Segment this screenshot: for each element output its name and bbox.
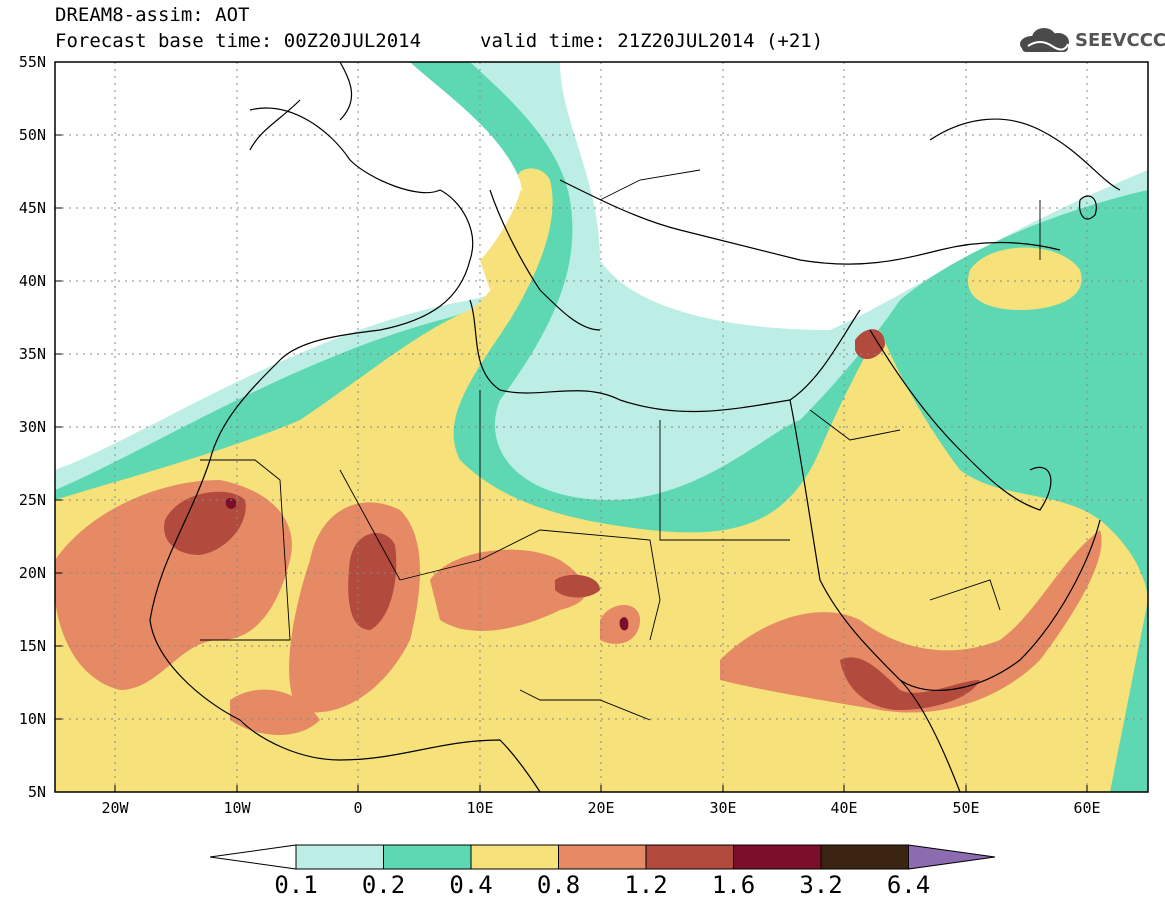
lat-label: 25N [18,491,46,509]
colorbar-label: 3.2 [799,871,843,899]
coastlines [149,62,1121,792]
lat-label: 5N [27,783,46,801]
map-title: DREAM8-assim: AOT [55,4,250,26]
lon-label: 10E [466,799,494,817]
aot-map [54,61,1149,793]
lon-label: 30E [709,799,737,817]
lat-label: 35N [18,345,46,363]
colorbar-low-triangle [209,844,297,870]
valid-time: valid time: 21Z20JUL2014 (+21) [480,30,824,52]
lon-label: 10W [223,799,251,817]
lon-label: 60E [1073,799,1101,817]
lon-label: 40E [830,799,858,817]
colorbar-label: 1.6 [711,871,756,899]
lat-label: 55N [18,53,46,71]
lat-label: 30N [18,418,46,436]
lat-label: 40N [18,272,46,290]
colorbar-segment [733,844,822,870]
lon-label: 20E [587,799,615,817]
colorbar-label: 0.8 [536,871,581,899]
seevccc-logo [1020,28,1069,52]
lat-label: 10N [18,710,46,728]
aot-band-1.2-1.6 [164,329,980,710]
graticule [55,62,1148,792]
colorbar-label: 0.2 [361,871,406,899]
colorbar-segment [295,844,384,870]
colorbar-label: 1.2 [624,871,668,899]
lat-label: 50N [18,126,46,144]
lon-label: 20W [101,799,129,817]
lat-label: 45N [18,199,46,217]
colorbar-label: 0.4 [449,871,493,899]
logo-text: SEEVCCC [1075,30,1165,51]
colorbar-segment [645,844,734,870]
aot-band-1.6-3.2 [225,498,629,631]
lat-label: 15N [18,637,46,655]
colorbar-segment [558,844,647,870]
colorbar-segment [820,844,909,870]
colorbar-label: 0.1 [274,871,318,899]
colorbar-segment [470,844,559,870]
country-borders [200,169,1041,721]
lon-label: 0 [353,799,363,817]
lon-label: 50E [952,799,980,817]
axis-ticks [55,61,1088,793]
colorbar-segment [383,844,472,870]
forecast-base-time: Forecast base time: 00Z20JUL2014 [55,30,422,52]
colorbar-high-triangle [908,844,996,870]
lat-label: 20N [18,564,46,582]
colorbar-label: 6.4 [886,871,931,899]
